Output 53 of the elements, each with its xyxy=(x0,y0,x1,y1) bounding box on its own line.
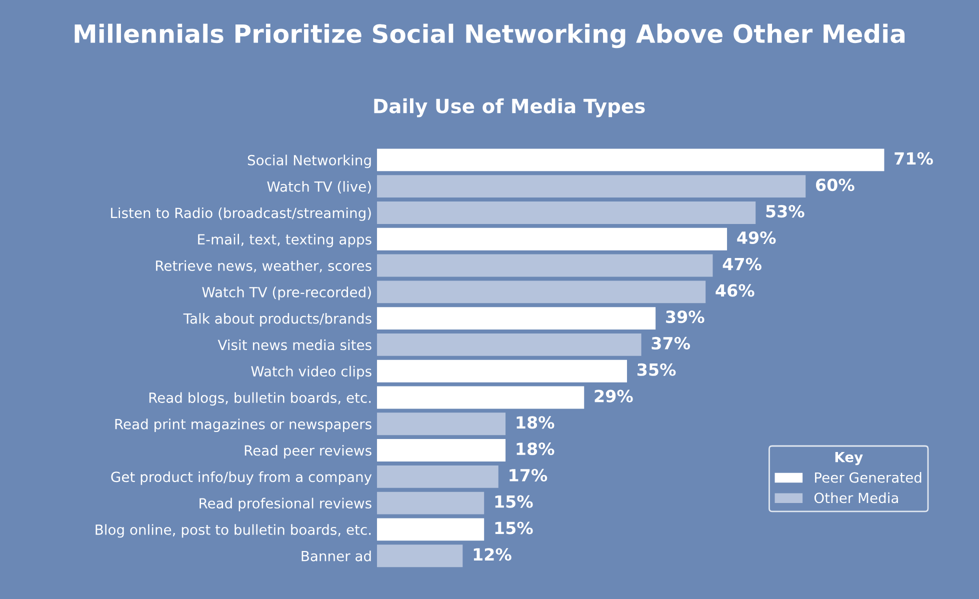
y-tick-label: Watch TV (live) xyxy=(267,181,371,194)
legend-title: Key xyxy=(835,452,863,466)
bar xyxy=(376,518,484,541)
y-tick-label: Talk about products/brands xyxy=(183,313,372,326)
bar xyxy=(376,254,713,277)
y-tick-label: Retrieve news, weather, scores xyxy=(156,260,372,272)
data-label: 60% xyxy=(816,178,854,192)
y-tick-label: Visit news media sites xyxy=(218,339,372,350)
y-tick-label: Read print magazines or newspapers xyxy=(115,418,372,432)
bar xyxy=(376,228,728,250)
data-label: 53% xyxy=(766,204,804,218)
y-tick-label: Banner ad xyxy=(302,550,371,562)
bar xyxy=(376,333,642,356)
data-label: 46% xyxy=(716,284,754,297)
data-label: 37% xyxy=(652,336,690,350)
data-label: 49% xyxy=(737,231,776,244)
bar xyxy=(376,386,584,409)
bar xyxy=(376,148,884,172)
data-label: 18% xyxy=(516,416,554,429)
data-label: 17% xyxy=(510,468,548,482)
data-label: 15% xyxy=(495,495,533,508)
data-label: 35% xyxy=(637,363,676,376)
y-tick-label: Read profesional reviews xyxy=(200,498,372,512)
y-tick-label: Listen to Radio (broadcast/streaming) xyxy=(111,207,371,221)
bar xyxy=(376,544,463,568)
y-tick-label: Blog online, post to bulletin boards, etc. xyxy=(96,524,371,538)
legend-label: Other Media xyxy=(814,492,898,504)
data-label: 12% xyxy=(474,548,512,561)
chart-title: Millennials Prioritize Social Networking Above Other Media xyxy=(74,24,905,48)
chart-subtitle: Daily Use of Media Types xyxy=(374,98,645,118)
bar xyxy=(376,465,498,488)
bar xyxy=(376,360,627,382)
data-label: 39% xyxy=(666,310,704,324)
bar xyxy=(376,307,656,330)
data-label: 71% xyxy=(894,152,933,165)
data-label: 29% xyxy=(594,390,633,402)
bar xyxy=(376,280,706,304)
bar xyxy=(376,439,506,462)
bar xyxy=(376,202,756,224)
bar xyxy=(376,412,506,436)
bar xyxy=(376,492,484,514)
y-tick-label: E-mail, text, texting apps xyxy=(198,234,372,248)
y-tick-label: Read blogs, bulletin boards, etc. xyxy=(149,392,371,406)
data-label: 47% xyxy=(722,258,762,270)
legend-label: Peer Generated xyxy=(815,472,922,483)
data-label: 18% xyxy=(516,442,554,456)
data-label: 15% xyxy=(495,522,533,534)
y-tick-label: Get product info/buy from a company xyxy=(111,471,372,485)
y-tick-label: Watch video clips xyxy=(251,366,372,380)
bar xyxy=(376,175,806,198)
y-tick-label: Watch TV (pre-recorded) xyxy=(202,286,371,300)
y-tick-label: Social Networking xyxy=(248,154,371,168)
y-tick-label: Read peer reviews xyxy=(244,445,372,458)
